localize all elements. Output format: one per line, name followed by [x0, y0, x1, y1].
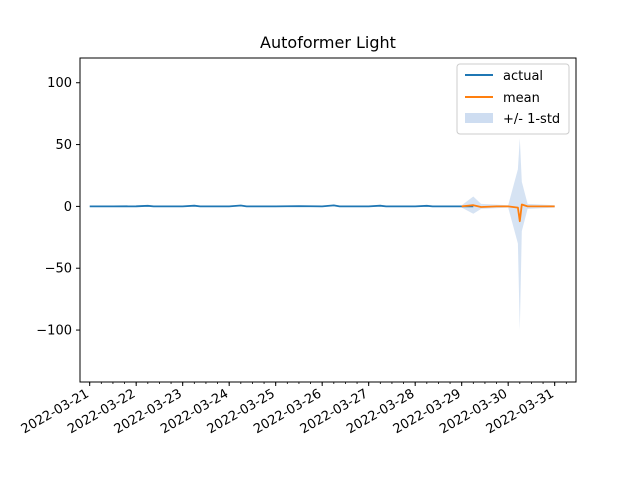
y-tick-label: −50 — [45, 262, 72, 277]
plot-area-frame — [79, 57, 577, 383]
series-layer — [89, 203, 555, 223]
y-tick-label: 50 — [55, 138, 72, 153]
legend: actual mean +/- 1-std — [456, 63, 570, 135]
y-tick-label: 100 — [47, 76, 72, 91]
legend-actual-label: actual — [503, 69, 543, 84]
std-band-layer — [461, 138, 555, 331]
y-tick-label: −100 — [36, 324, 72, 339]
legend-mean-label: mean — [503, 91, 540, 106]
legend-band-swatch — [465, 113, 493, 123]
std-band — [461, 138, 555, 331]
series-mean-line — [461, 203, 555, 223]
y-axis: 100 50 0 −50 −100 — [36, 76, 80, 339]
x-axis: 2022-03-212022-03-222022-03-232022-03-24… — [19, 382, 567, 437]
legend-band-label: +/- 1-std — [503, 112, 560, 127]
series-actual-line — [89, 204, 474, 208]
chart-title: Autoformer Light — [260, 33, 396, 52]
y-tick-label: 0 — [64, 200, 72, 215]
